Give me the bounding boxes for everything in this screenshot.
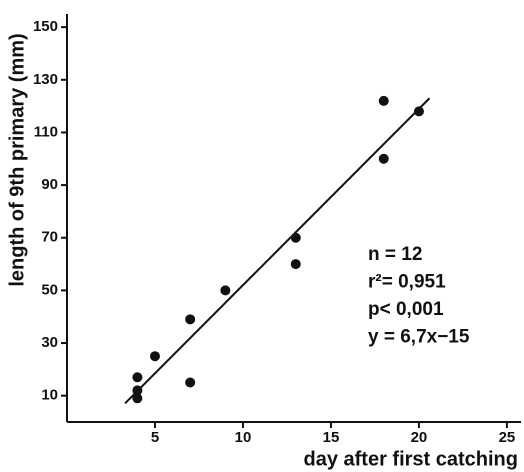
regression-line bbox=[124, 97, 431, 405]
annotation: r²= 0,951 bbox=[368, 272, 446, 293]
y-tick-label: 50 bbox=[41, 281, 58, 298]
y-axis-label: length of 9th primary (mm) bbox=[6, 33, 28, 286]
x-tick-label: 10 bbox=[235, 429, 252, 446]
data-point bbox=[378, 95, 389, 106]
y-tick-label: 30 bbox=[41, 334, 58, 351]
annotation: y = 6,7x−15 bbox=[368, 327, 470, 348]
data-point bbox=[185, 377, 196, 388]
data-point bbox=[290, 259, 301, 270]
x-tick-label: 20 bbox=[411, 429, 428, 446]
x-axis-label: day after first catching bbox=[303, 448, 518, 470]
annotation: p< 0,001 bbox=[368, 299, 444, 320]
y-tick-label: 110 bbox=[34, 123, 58, 140]
data-point bbox=[185, 314, 196, 325]
annotation: n = 12 bbox=[368, 244, 422, 265]
x-tick-label: 25 bbox=[499, 429, 516, 446]
x-tick-label: 15 bbox=[323, 429, 340, 446]
data-point bbox=[290, 232, 301, 243]
data-point bbox=[413, 106, 424, 117]
x-tick-label: 5 bbox=[151, 429, 159, 446]
y-tick-label: 130 bbox=[33, 71, 58, 88]
data-point bbox=[220, 285, 231, 296]
y-tick-label: 90 bbox=[41, 176, 58, 193]
y-tick-label: 70 bbox=[41, 229, 58, 246]
data-point bbox=[149, 351, 160, 362]
y-tick-label: 10 bbox=[41, 387, 58, 404]
data-point bbox=[378, 153, 389, 164]
data-point bbox=[132, 393, 143, 404]
y-tick-label: 150 bbox=[33, 18, 58, 35]
data-point bbox=[132, 372, 143, 383]
